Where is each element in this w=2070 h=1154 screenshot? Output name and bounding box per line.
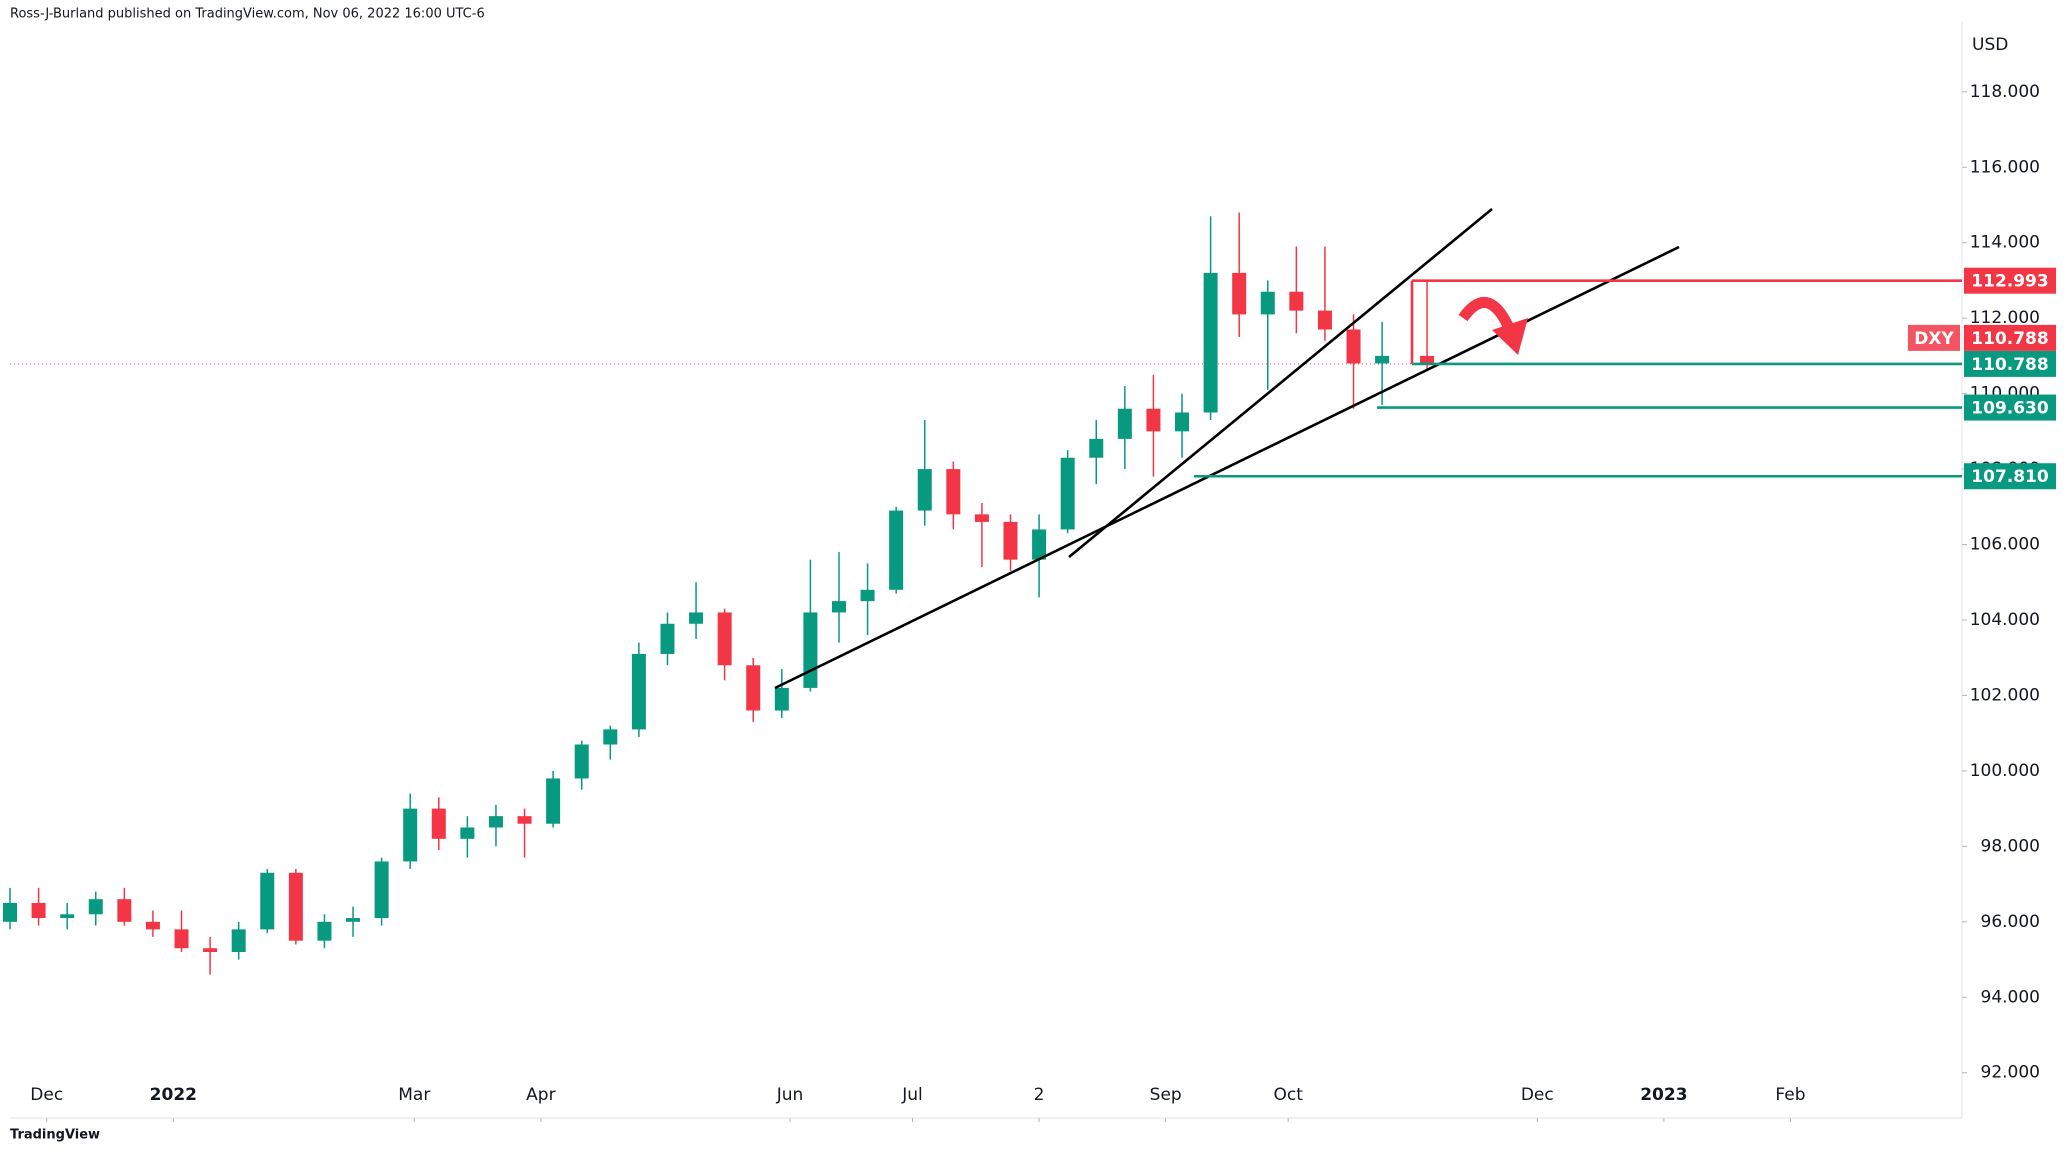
y-tick-label: 102.000 xyxy=(1970,685,2040,705)
y-tick-label: 118.000 xyxy=(1970,82,2040,102)
y-tick-label: 106.000 xyxy=(1970,535,2040,555)
candle-body xyxy=(1175,412,1190,432)
symbol-label: DXY xyxy=(1914,329,1954,349)
candle-body xyxy=(1289,291,1304,311)
candle-body xyxy=(774,687,789,711)
header: Ross-J-Burland published on TradingView.… xyxy=(10,7,485,22)
arrow-head xyxy=(1492,318,1528,355)
candle-body xyxy=(517,816,532,824)
candle-body xyxy=(317,921,332,941)
candle-body xyxy=(660,623,675,654)
y-tick-label: 116.000 xyxy=(1970,157,2040,177)
candle-body xyxy=(1420,355,1435,364)
candle-body xyxy=(60,914,75,919)
candle-body xyxy=(546,778,561,824)
candle-body xyxy=(1060,457,1075,530)
candle-body xyxy=(689,612,704,624)
y-tick-label: 96.000 xyxy=(1981,912,2040,932)
x-tick-label: Sep xyxy=(1150,1085,1182,1105)
candle-body xyxy=(717,612,732,666)
candle-body xyxy=(860,589,875,602)
x-tick-label: 2 xyxy=(1034,1085,1045,1105)
candle-body xyxy=(1260,291,1275,315)
candle-body xyxy=(1232,272,1247,315)
x-tick-label: 2023 xyxy=(1640,1085,1687,1105)
candle-body xyxy=(1117,408,1132,439)
candle-body xyxy=(346,918,361,922)
level-box xyxy=(1964,463,2056,490)
candle-body xyxy=(488,816,503,828)
current-price-label: 110.788 xyxy=(1971,329,2048,349)
candles xyxy=(3,212,1962,975)
candle-body xyxy=(917,469,932,511)
drawings xyxy=(774,207,1962,690)
trend-line xyxy=(774,245,1680,690)
level-label: 110.788 xyxy=(1971,355,2048,375)
candle-body xyxy=(1317,310,1332,330)
y-tick-label: 112.000 xyxy=(1970,308,2040,328)
y-tick-label: 98.000 xyxy=(1981,836,2040,856)
y-tick-label: 100.000 xyxy=(1970,761,2040,781)
level-box xyxy=(1964,267,2056,294)
candle-body xyxy=(431,808,446,839)
candle-body xyxy=(145,921,160,930)
candle-body xyxy=(260,872,275,930)
symbol-box xyxy=(1908,324,1960,351)
candle-body xyxy=(1146,408,1161,432)
candle-body xyxy=(974,514,989,522)
candle-body xyxy=(1346,329,1361,364)
unit-label: USD xyxy=(1972,35,2008,55)
candle-body xyxy=(1003,521,1018,560)
candle-body xyxy=(174,929,189,949)
candle-body xyxy=(203,948,218,952)
x-tick-label: Jun xyxy=(776,1085,804,1105)
y-tick-label: 114.000 xyxy=(1970,233,2040,253)
candle-body xyxy=(1089,438,1104,458)
axes: 92.000 94.000 96.000 98.000 100.000 102.000 10… xyxy=(30,82,2056,1122)
x-tick-label: Feb xyxy=(1775,1085,1805,1105)
level-label: 109.630 xyxy=(1971,399,2049,419)
candle-body xyxy=(831,601,846,613)
footer-logo: TradingView xyxy=(10,1128,100,1143)
candle-body xyxy=(803,612,818,688)
y-tick-label: 94.000 xyxy=(1981,987,2040,1007)
y-tick-label: 104.000 xyxy=(1970,610,2040,630)
x-tick-label: Jul xyxy=(901,1085,923,1105)
candle-body xyxy=(603,729,618,745)
x-tick-label: Apr xyxy=(526,1085,555,1105)
trend-line xyxy=(1068,207,1493,559)
candle-body xyxy=(117,899,132,922)
candle-body xyxy=(746,665,761,711)
level-label: 107.810 xyxy=(1971,467,2049,487)
x-tick-label: Mar xyxy=(398,1085,430,1105)
x-tick-label: Dec xyxy=(30,1085,63,1105)
candle-body xyxy=(403,808,418,862)
candle-body xyxy=(88,899,103,915)
candle-body xyxy=(231,929,246,952)
candle-body xyxy=(631,653,646,730)
x-tick-label: Dec xyxy=(1521,1085,1554,1105)
level-box xyxy=(1964,350,2056,377)
candle-body xyxy=(889,510,904,590)
candle-body xyxy=(574,744,589,779)
candle-body xyxy=(31,902,46,919)
candle-body xyxy=(1032,529,1047,560)
y-tick-label: 92.000 xyxy=(1981,1063,2040,1083)
candle-body xyxy=(288,872,303,941)
level-label: 112.993 xyxy=(1971,272,2048,292)
candle-body xyxy=(374,861,389,919)
level-box xyxy=(1964,394,2056,421)
candle-body xyxy=(3,902,17,922)
x-tick-label: Oct xyxy=(1273,1085,1303,1105)
candle-body xyxy=(1375,355,1390,364)
candle-body xyxy=(460,827,475,839)
x-tick-label: 2022 xyxy=(150,1085,197,1105)
candle-body xyxy=(946,469,961,515)
current-price-box xyxy=(1964,324,2056,351)
candle-body xyxy=(1203,272,1218,413)
